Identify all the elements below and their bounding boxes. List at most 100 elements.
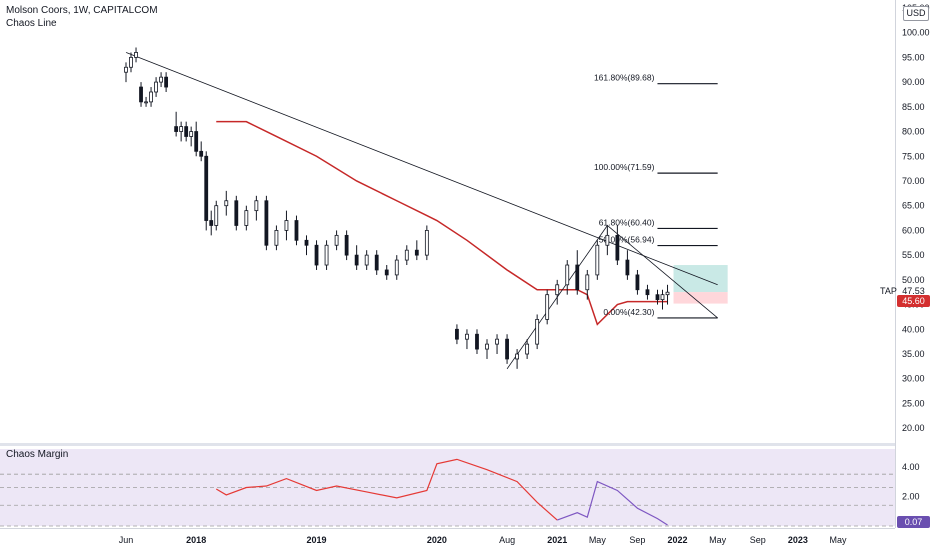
stop-zone xyxy=(673,292,728,304)
candle-body xyxy=(214,205,219,226)
oscillator-pane[interactable] xyxy=(0,446,895,528)
candle-body xyxy=(234,200,239,226)
candle-body xyxy=(274,230,279,246)
candle-body xyxy=(660,294,665,301)
candle-body xyxy=(364,254,369,266)
candle-body xyxy=(144,101,148,104)
candle-body xyxy=(394,259,399,276)
candle-body xyxy=(314,244,319,266)
candle-body xyxy=(204,155,209,221)
candle-body xyxy=(344,234,349,256)
fib-level-label: 100.00%(71.59) xyxy=(594,162,655,172)
candle-body xyxy=(414,249,419,256)
candle-body xyxy=(495,338,499,345)
price-chart: 161.80%(89.68) 100.00%(71.59) 61.80%(60.40… xyxy=(124,47,728,370)
candle-body xyxy=(334,234,339,246)
oscillator-tick-label: 4.00 xyxy=(902,462,920,472)
time-tick-label: 2018 xyxy=(186,535,206,545)
candle-body xyxy=(585,274,590,291)
price-tick-label: 90.00 xyxy=(902,77,925,87)
price-tick-label: 30.00 xyxy=(902,374,925,384)
time-tick-label: Aug xyxy=(499,535,515,545)
price-tick-label: 55.00 xyxy=(902,250,925,260)
currency-badge[interactable]: USD xyxy=(903,6,929,21)
candle-body xyxy=(424,230,429,256)
candle-body xyxy=(209,220,214,226)
time-tick-label: 2020 xyxy=(427,535,447,545)
fib-level-label: 61.80%(60.40) xyxy=(599,217,655,227)
oscillator-chart xyxy=(0,449,895,527)
time-tick-label: May xyxy=(589,535,607,545)
trendline-down xyxy=(607,225,718,319)
chaos-margin-line-red xyxy=(215,458,558,521)
chaos-line xyxy=(216,120,668,326)
candle-body xyxy=(304,239,309,246)
candle-body xyxy=(224,200,229,207)
price-tick-label: 35.00 xyxy=(902,349,925,359)
candle-body xyxy=(515,353,519,360)
pane-separator[interactable] xyxy=(0,443,895,446)
candle-body xyxy=(485,343,489,350)
candle-body xyxy=(264,200,269,246)
price-tick-label: 85.00 xyxy=(902,102,925,112)
candle-body xyxy=(354,254,359,266)
price-tick-label: 20.00 xyxy=(902,423,925,433)
candle-body xyxy=(505,338,509,360)
time-tick-label: 2019 xyxy=(307,535,327,545)
candle-body xyxy=(149,91,153,103)
candle-body xyxy=(525,343,530,355)
candle-body xyxy=(134,52,138,58)
time-tick-label: 2022 xyxy=(668,535,688,545)
symbol-title[interactable]: Molson Coors, 1W, CAPITALCOM xyxy=(6,5,158,16)
price-tick-label: 60.00 xyxy=(902,225,925,235)
candle-body xyxy=(284,220,289,231)
indicator-label[interactable]: Chaos Line xyxy=(6,18,57,29)
price-tick-label: 80.00 xyxy=(902,127,925,137)
time-tick-label: 2021 xyxy=(547,535,567,545)
candle-body xyxy=(565,264,570,286)
candle-body xyxy=(164,76,169,88)
candle-body xyxy=(384,269,389,276)
price-tick-label: 75.00 xyxy=(902,151,925,161)
candle-body xyxy=(139,86,143,103)
candle-body xyxy=(625,259,630,276)
price-tick-label: 40.00 xyxy=(902,324,925,334)
main-chart-pane[interactable]: 161.80%(89.68) 100.00%(71.59) 61.80%(60.40… xyxy=(0,0,895,443)
price-tick-label: 25.00 xyxy=(902,398,925,408)
candle-body xyxy=(665,291,670,296)
candle-body xyxy=(465,333,469,340)
price-tick-label: 50.00 xyxy=(902,275,925,285)
time-tick-label: Sep xyxy=(750,535,766,545)
candle-body xyxy=(575,264,580,291)
time-tick-label: May xyxy=(709,535,727,545)
oscillator-tick-label: 2.00 xyxy=(902,491,920,501)
candle-body xyxy=(635,274,640,291)
candle-body xyxy=(645,289,650,296)
fib-level-label: 0.00%(42.30) xyxy=(603,307,654,317)
candle-body xyxy=(535,319,540,345)
candle-body xyxy=(475,333,479,350)
candle-body xyxy=(129,56,133,68)
price-axis-ticks: 105.00100.0095.0090.0085.0080.0075.0070.… xyxy=(902,3,930,501)
fib-level-label: 50.00%(56.94) xyxy=(599,235,655,245)
candle-body xyxy=(189,131,194,137)
price-axis[interactable]: 105.00100.0095.0090.0085.0080.0075.0070.… xyxy=(895,0,932,528)
candle-body xyxy=(615,234,620,261)
chaos-margin-line-purple xyxy=(557,480,668,526)
candle-body xyxy=(324,244,329,266)
candle-body xyxy=(159,76,163,83)
time-axis-labels: Jun 2018 2019 2020 Aug 2021 May Sep 2022 May Sep 20… xyxy=(119,535,847,545)
price-tick-label: 100.00 xyxy=(902,28,930,38)
fib-level-label: 161.80%(89.68) xyxy=(594,73,655,83)
candle-body xyxy=(124,66,128,73)
oscillator-title[interactable]: Chaos Margin xyxy=(6,449,69,460)
time-axis[interactable]: Jun 2018 2019 2020 Aug 2021 May Sep 2022 May Sep 20… xyxy=(0,528,895,551)
time-tick-label: Sep xyxy=(629,535,645,545)
candle-body xyxy=(374,254,379,271)
time-tick-label: Jun xyxy=(119,535,134,545)
candle-body xyxy=(595,244,600,276)
candle-body xyxy=(184,126,189,137)
price-tick-label: 65.00 xyxy=(902,201,925,211)
candle-body xyxy=(199,150,204,157)
candle-body xyxy=(555,284,560,296)
